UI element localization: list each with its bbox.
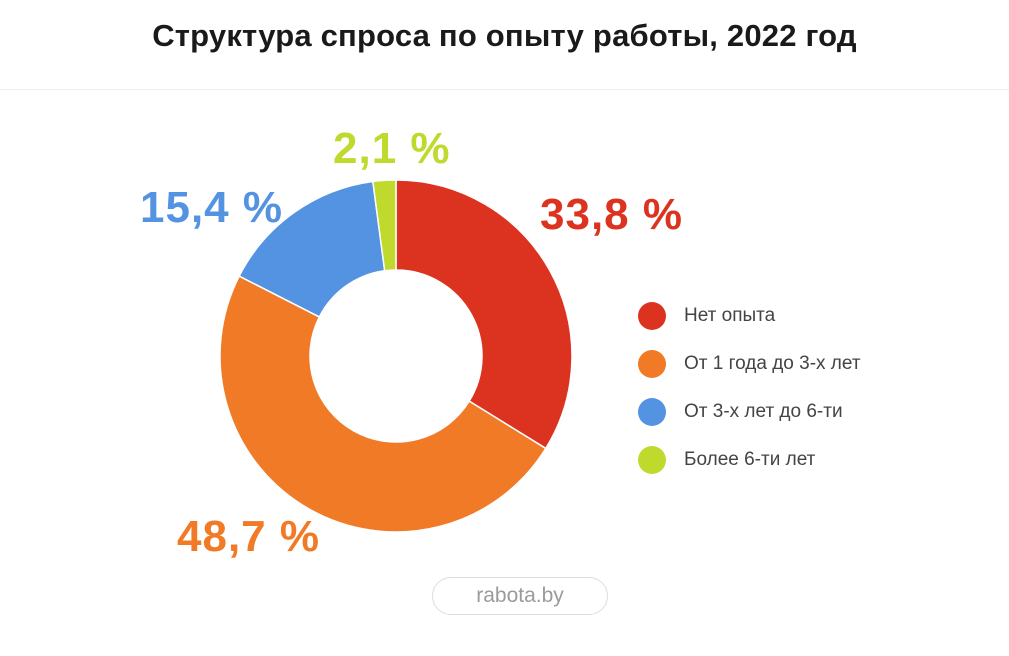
value-label-over-6-years: 2,1 % [333, 124, 451, 173]
donut-slice-over-6-years [372, 179, 397, 272]
legend-label: От 3-х лет до 6-ти [684, 401, 843, 422]
legend-swatch [638, 350, 666, 378]
donut-slice-1-3-years [219, 275, 547, 533]
legend-item-3-6-years: От 3-х лет до 6-ти [638, 388, 861, 436]
legend-swatch [638, 302, 666, 330]
legend-item-no-experience: Нет опыта [638, 292, 861, 340]
chart-legend: Нет опыта От 1 года до 3-х лет От 3-х ле… [638, 292, 861, 484]
donut-slice-no-experience [395, 179, 573, 450]
legend-swatch [638, 398, 666, 426]
chart-title: Структура спроса по опыту работы, 2022 г… [152, 18, 857, 53]
legend-item-over-6-years: Более 6-ти лет [638, 436, 861, 484]
legend-label: Более 6-ти лет [684, 449, 816, 470]
value-label-1-3-years: 48,7 % [177, 512, 320, 561]
legend-label: От 1 года до 3-х лет [684, 353, 861, 374]
legend-swatch [638, 446, 666, 474]
value-label-3-6-years: 15,4 % [140, 183, 283, 232]
source-badge[interactable]: rabota.by [432, 577, 608, 615]
title-divider [0, 89, 1009, 90]
donut-slice-3-6-years [238, 180, 386, 318]
value-label-no-experience: 33,8 % [540, 190, 683, 239]
legend-label: Нет опыта [684, 305, 776, 326]
legend-item-1-3-years: От 1 года до 3-х лет [638, 340, 861, 388]
